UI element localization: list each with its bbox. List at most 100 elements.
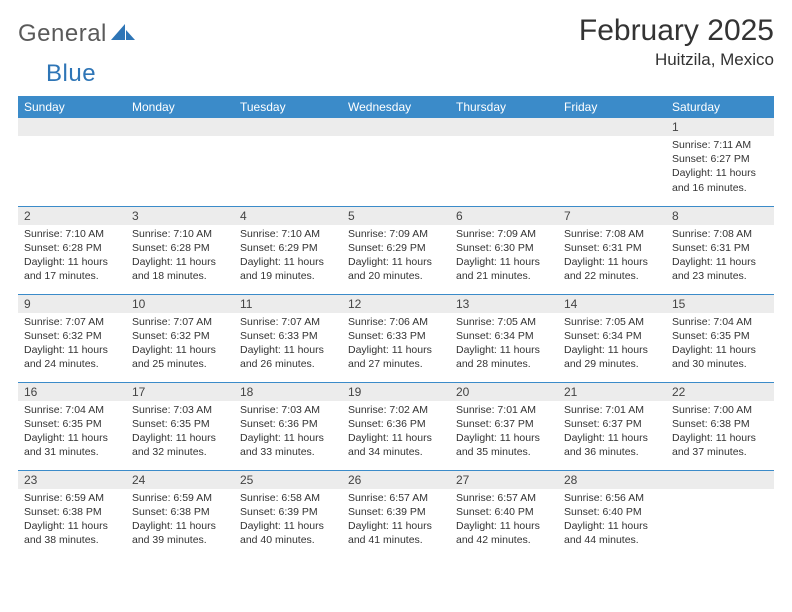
daylight-text: Daylight: 11 hours and 32 minutes.	[132, 431, 228, 459]
calendar-day-cell	[666, 470, 774, 558]
day-body: Sunrise: 6:57 AMSunset: 6:39 PMDaylight:…	[342, 489, 450, 552]
calendar-day-cell	[234, 118, 342, 206]
sunset-text: Sunset: 6:29 PM	[240, 241, 336, 255]
day-number: 13	[450, 295, 558, 313]
sunrise-text: Sunrise: 7:08 AM	[564, 227, 660, 241]
sunrise-text: Sunrise: 6:58 AM	[240, 491, 336, 505]
sunrise-text: Sunrise: 7:02 AM	[348, 403, 444, 417]
day-number: 16	[18, 383, 126, 401]
day-body: Sunrise: 6:56 AMSunset: 6:40 PMDaylight:…	[558, 489, 666, 552]
day-number: 3	[126, 207, 234, 225]
calendar-day-cell: 7Sunrise: 7:08 AMSunset: 6:31 PMDaylight…	[558, 206, 666, 294]
daylight-text: Daylight: 11 hours and 34 minutes.	[348, 431, 444, 459]
sunrise-text: Sunrise: 7:06 AM	[348, 315, 444, 329]
day-number	[342, 118, 450, 136]
sunrise-text: Sunrise: 7:07 AM	[132, 315, 228, 329]
daylight-text: Daylight: 11 hours and 22 minutes.	[564, 255, 660, 283]
sunset-text: Sunset: 6:37 PM	[564, 417, 660, 431]
calendar-day-cell: 10Sunrise: 7:07 AMSunset: 6:32 PMDayligh…	[126, 294, 234, 382]
calendar-day-cell: 3Sunrise: 7:10 AMSunset: 6:28 PMDaylight…	[126, 206, 234, 294]
day-number: 6	[450, 207, 558, 225]
sunrise-text: Sunrise: 7:09 AM	[348, 227, 444, 241]
day-number: 10	[126, 295, 234, 313]
sunset-text: Sunset: 6:39 PM	[240, 505, 336, 519]
daylight-text: Daylight: 11 hours and 39 minutes.	[132, 519, 228, 547]
location-label: Huitzila, Mexico	[579, 50, 774, 70]
day-body: Sunrise: 7:10 AMSunset: 6:29 PMDaylight:…	[234, 225, 342, 288]
day-number	[234, 118, 342, 136]
sunset-text: Sunset: 6:30 PM	[456, 241, 552, 255]
sunrise-text: Sunrise: 7:03 AM	[132, 403, 228, 417]
calendar-day-cell: 17Sunrise: 7:03 AMSunset: 6:35 PMDayligh…	[126, 382, 234, 470]
daylight-text: Daylight: 11 hours and 25 minutes.	[132, 343, 228, 371]
calendar-day-cell: 5Sunrise: 7:09 AMSunset: 6:29 PMDaylight…	[342, 206, 450, 294]
calendar-day-cell: 24Sunrise: 6:59 AMSunset: 6:38 PMDayligh…	[126, 470, 234, 558]
day-body: Sunrise: 7:09 AMSunset: 6:29 PMDaylight:…	[342, 225, 450, 288]
day-number: 26	[342, 471, 450, 489]
calendar-day-cell: 16Sunrise: 7:04 AMSunset: 6:35 PMDayligh…	[18, 382, 126, 470]
sunset-text: Sunset: 6:40 PM	[564, 505, 660, 519]
brand-logo: General	[18, 14, 137, 48]
sunset-text: Sunset: 6:36 PM	[348, 417, 444, 431]
day-body	[558, 136, 666, 142]
calendar-table: Sunday Monday Tuesday Wednesday Thursday…	[18, 96, 774, 558]
calendar-week-row: 9Sunrise: 7:07 AMSunset: 6:32 PMDaylight…	[18, 294, 774, 382]
calendar-day-cell: 18Sunrise: 7:03 AMSunset: 6:36 PMDayligh…	[234, 382, 342, 470]
calendar-day-cell: 21Sunrise: 7:01 AMSunset: 6:37 PMDayligh…	[558, 382, 666, 470]
weekday-header: Friday	[558, 96, 666, 118]
calendar-day-cell: 19Sunrise: 7:02 AMSunset: 6:36 PMDayligh…	[342, 382, 450, 470]
calendar-day-cell: 4Sunrise: 7:10 AMSunset: 6:29 PMDaylight…	[234, 206, 342, 294]
sunrise-text: Sunrise: 7:07 AM	[24, 315, 120, 329]
day-number: 9	[18, 295, 126, 313]
calendar-day-cell: 15Sunrise: 7:04 AMSunset: 6:35 PMDayligh…	[666, 294, 774, 382]
day-body: Sunrise: 7:05 AMSunset: 6:34 PMDaylight:…	[450, 313, 558, 376]
sunset-text: Sunset: 6:38 PM	[24, 505, 120, 519]
daylight-text: Daylight: 11 hours and 19 minutes.	[240, 255, 336, 283]
day-number: 11	[234, 295, 342, 313]
weekday-header-row: Sunday Monday Tuesday Wednesday Thursday…	[18, 96, 774, 118]
calendar-day-cell: 1Sunrise: 7:11 AMSunset: 6:27 PMDaylight…	[666, 118, 774, 206]
sunrise-text: Sunrise: 6:57 AM	[348, 491, 444, 505]
day-body	[126, 136, 234, 142]
calendar-day-cell	[558, 118, 666, 206]
month-title: February 2025	[579, 14, 774, 48]
calendar-day-cell: 12Sunrise: 7:06 AMSunset: 6:33 PMDayligh…	[342, 294, 450, 382]
calendar-week-row: 16Sunrise: 7:04 AMSunset: 6:35 PMDayligh…	[18, 382, 774, 470]
day-body: Sunrise: 7:07 AMSunset: 6:32 PMDaylight:…	[18, 313, 126, 376]
sunrise-text: Sunrise: 6:57 AM	[456, 491, 552, 505]
daylight-text: Daylight: 11 hours and 41 minutes.	[348, 519, 444, 547]
sunset-text: Sunset: 6:31 PM	[672, 241, 768, 255]
day-body: Sunrise: 6:58 AMSunset: 6:39 PMDaylight:…	[234, 489, 342, 552]
calendar-day-cell: 8Sunrise: 7:08 AMSunset: 6:31 PMDaylight…	[666, 206, 774, 294]
calendar-week-row: 23Sunrise: 6:59 AMSunset: 6:38 PMDayligh…	[18, 470, 774, 558]
sunset-text: Sunset: 6:27 PM	[672, 152, 768, 166]
day-number: 8	[666, 207, 774, 225]
sunset-text: Sunset: 6:31 PM	[564, 241, 660, 255]
day-number: 27	[450, 471, 558, 489]
day-body: Sunrise: 7:06 AMSunset: 6:33 PMDaylight:…	[342, 313, 450, 376]
day-body: Sunrise: 6:57 AMSunset: 6:40 PMDaylight:…	[450, 489, 558, 552]
day-number: 17	[126, 383, 234, 401]
sunrise-text: Sunrise: 7:04 AM	[24, 403, 120, 417]
calendar-day-cell: 25Sunrise: 6:58 AMSunset: 6:39 PMDayligh…	[234, 470, 342, 558]
weekday-header: Thursday	[450, 96, 558, 118]
sunrise-text: Sunrise: 7:10 AM	[24, 227, 120, 241]
weekday-header: Saturday	[666, 96, 774, 118]
sunset-text: Sunset: 6:28 PM	[132, 241, 228, 255]
brand-part1: General	[18, 20, 107, 48]
calendar-day-cell: 28Sunrise: 6:56 AMSunset: 6:40 PMDayligh…	[558, 470, 666, 558]
sunrise-text: Sunrise: 7:08 AM	[672, 227, 768, 241]
day-number: 28	[558, 471, 666, 489]
daylight-text: Daylight: 11 hours and 26 minutes.	[240, 343, 336, 371]
sunset-text: Sunset: 6:32 PM	[24, 329, 120, 343]
sunset-text: Sunset: 6:36 PM	[240, 417, 336, 431]
sunset-text: Sunset: 6:40 PM	[456, 505, 552, 519]
daylight-text: Daylight: 11 hours and 36 minutes.	[564, 431, 660, 459]
calendar-day-cell: 22Sunrise: 7:00 AMSunset: 6:38 PMDayligh…	[666, 382, 774, 470]
daylight-text: Daylight: 11 hours and 18 minutes.	[132, 255, 228, 283]
calendar-day-cell: 27Sunrise: 6:57 AMSunset: 6:40 PMDayligh…	[450, 470, 558, 558]
daylight-text: Daylight: 11 hours and 44 minutes.	[564, 519, 660, 547]
day-body: Sunrise: 7:02 AMSunset: 6:36 PMDaylight:…	[342, 401, 450, 464]
day-body: Sunrise: 7:10 AMSunset: 6:28 PMDaylight:…	[18, 225, 126, 288]
sunrise-text: Sunrise: 7:03 AM	[240, 403, 336, 417]
